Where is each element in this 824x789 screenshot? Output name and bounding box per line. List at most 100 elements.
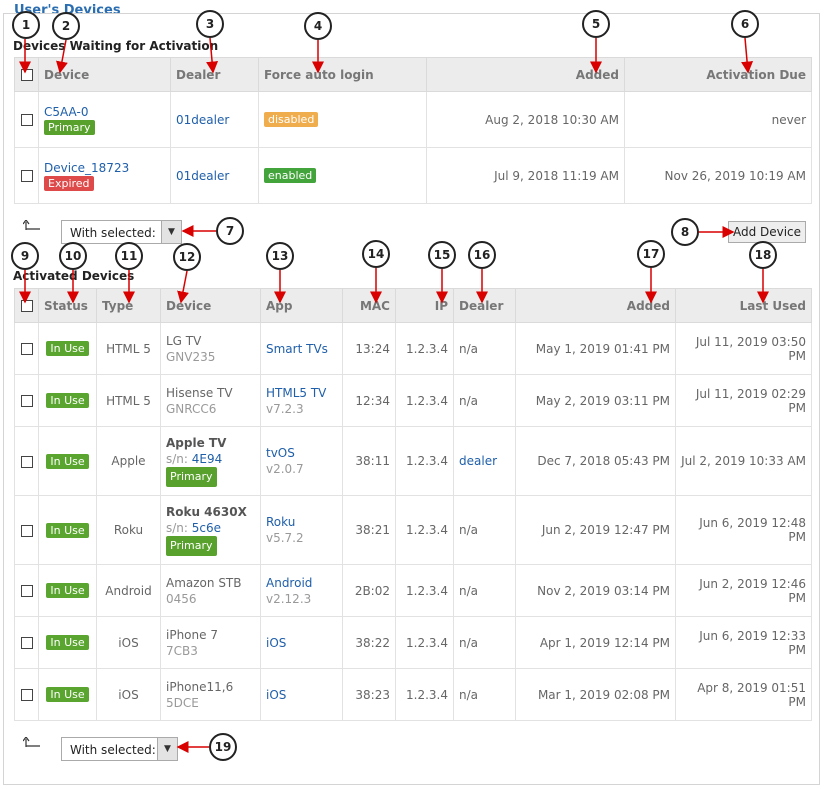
app-link[interactable]: Roku: [266, 515, 296, 529]
mac-cell: 38:21: [342, 495, 396, 565]
type-cell: Apple: [96, 426, 161, 496]
waiting-dealer-cell: 01dealer: [170, 147, 259, 204]
header-app[interactable]: App: [260, 288, 343, 323]
callout-4: 4: [304, 12, 332, 40]
waiting-bulk-action-select[interactable]: With selected: ▼: [61, 220, 182, 244]
dealer-value: n/a: [459, 393, 479, 408]
row-select-cell: [14, 374, 39, 427]
activated-device-row: In Use HTML 5 Hisense TV GNRCC6 HTML5 TV v7.2…: [14, 374, 812, 427]
app-link[interactable]: HTML5 TV: [266, 385, 327, 400]
force-login-status-badge[interactable]: disabled: [264, 112, 319, 127]
header-mac[interactable]: MAC: [342, 288, 396, 323]
device-id: GNV235: [166, 349, 216, 364]
last-used-cell: Jun 6, 2019 12:48 PM: [675, 495, 812, 565]
expired-badge: Expired: [44, 176, 94, 191]
add-device-button[interactable]: Add Device: [728, 221, 806, 243]
activated-header-row: Status Type Device App MAC IP Dealer Add…: [14, 288, 812, 323]
activated-device-row: In Use iOS iPhone 7 7CB3 iOS 38:22 1.2.3.4 n/a A…: [14, 616, 812, 669]
row-select-cell: [14, 322, 39, 375]
row-select-cell: [14, 616, 39, 669]
waiting-device-link[interactable]: Device_18723: [44, 161, 130, 175]
ip-cell: 1.2.3.4: [395, 616, 454, 669]
header-device[interactable]: Device: [160, 288, 261, 323]
chevron-down-icon: ▼: [161, 221, 181, 243]
serial-number: s/n: 4E94: [166, 451, 255, 467]
waiting-dealer-cell: 01dealer: [170, 91, 259, 148]
row-select-cell: [14, 668, 39, 721]
waiting-header-dealer[interactable]: Dealer: [170, 57, 259, 92]
dealer-link[interactable]: dealer: [459, 454, 498, 468]
callout-11: 11: [115, 242, 143, 270]
waiting-header-device[interactable]: Device: [38, 57, 171, 92]
callout-17: 17: [637, 240, 665, 268]
activated-select-all-cell: [14, 288, 39, 323]
row-checkbox[interactable]: [20, 395, 33, 407]
header-status[interactable]: Status: [38, 288, 97, 323]
header-last-used[interactable]: Last Used: [675, 288, 812, 323]
callout-2: 2: [52, 12, 80, 40]
app-link[interactable]: Android: [266, 575, 313, 590]
activated-device-row: In Use iOS iPhone11,6 5DCE iOS 38:23 1.2.3.4 n/…: [14, 668, 812, 721]
row-select-cell: [14, 426, 39, 496]
waiting-header-force-login[interactable]: Force auto login: [258, 57, 427, 92]
added-cell: May 2, 2019 03:11 PM: [515, 374, 676, 427]
app-cell: Android v2.12.3: [260, 564, 343, 617]
callout-12: 12: [173, 243, 201, 271]
device-id: 5DCE: [166, 695, 199, 710]
device-id: 7CB3: [166, 643, 198, 658]
dealer-cell: dealer: [453, 426, 516, 496]
type-cell: iOS: [96, 616, 161, 669]
dealer-value: n/a: [459, 341, 479, 356]
status-cell: In Use: [38, 322, 97, 375]
activated-select-all-checkbox[interactable]: [20, 300, 33, 312]
row-checkbox[interactable]: [20, 585, 33, 597]
app-link[interactable]: tvOS: [266, 446, 295, 460]
row-checkbox[interactable]: [20, 637, 33, 649]
header-type[interactable]: Type: [96, 288, 161, 323]
waiting-devices-table: Device Dealer Force auto login Added Act…: [14, 57, 812, 204]
callout-15: 15: [428, 241, 456, 269]
force-login-cell: disabled: [258, 91, 427, 148]
row-checkbox[interactable]: [20, 524, 33, 537]
serial-link[interactable]: 5c6e: [191, 521, 222, 535]
status-badge: In Use: [46, 393, 89, 408]
dealer-link[interactable]: 01dealer: [176, 112, 230, 127]
header-added[interactable]: Added: [515, 288, 676, 323]
activated-device-row: In Use Roku Roku 4630X s/n: 5c6e Primary Roku…: [14, 495, 812, 565]
force-login-status-badge[interactable]: enabled: [264, 168, 317, 183]
waiting-header-added[interactable]: Added: [426, 57, 625, 92]
callout-16: 16: [468, 241, 496, 269]
app-link[interactable]: iOS: [266, 687, 287, 702]
added-cell: Mar 1, 2019 02:08 PM: [515, 668, 676, 721]
serial-link[interactable]: 4E94: [191, 452, 223, 466]
app-link[interactable]: Smart TVs: [266, 341, 328, 356]
waiting-header-row: Device Dealer Force auto login Added Act…: [14, 57, 812, 92]
app-link[interactable]: iOS: [266, 635, 287, 650]
mac-cell: 38:23: [342, 668, 396, 721]
callout-13: 13: [266, 242, 294, 270]
status-badge: In Use: [46, 687, 89, 702]
row-checkbox[interactable]: [20, 689, 33, 701]
waiting-select-all-checkbox[interactable]: [20, 69, 33, 81]
row-checkbox[interactable]: [20, 343, 33, 355]
device-cell: LG TV GNV235: [160, 322, 261, 375]
last-used-cell: Jul 11, 2019 02:29 PM: [675, 374, 812, 427]
device-name: Hisense TV: [166, 385, 233, 400]
waiting-device-link[interactable]: C5AA-0: [44, 105, 89, 119]
activated-bulk-action-select[interactable]: With selected: ▼: [61, 737, 178, 761]
waiting-row-checkbox[interactable]: [20, 170, 33, 182]
waiting-row-checkbox[interactable]: [20, 114, 33, 126]
header-ip[interactable]: IP: [395, 288, 454, 323]
waiting-header-due[interactable]: Activation Due: [624, 57, 812, 92]
status-cell: In Use: [38, 374, 97, 427]
row-checkbox[interactable]: [20, 455, 33, 468]
header-dealer[interactable]: Dealer: [453, 288, 516, 323]
dealer-value: n/a: [459, 523, 479, 537]
bulk-action-select-value: With selected:: [70, 743, 156, 757]
dealer-cell: n/a: [453, 616, 516, 669]
callout-5: 5: [582, 10, 610, 38]
device-name: Amazon STB: [166, 575, 242, 590]
dealer-link[interactable]: 01dealer: [176, 168, 230, 183]
waiting-row-select-cell: [14, 147, 39, 204]
waiting-device-cell: Device_18723 Expired: [38, 147, 171, 204]
